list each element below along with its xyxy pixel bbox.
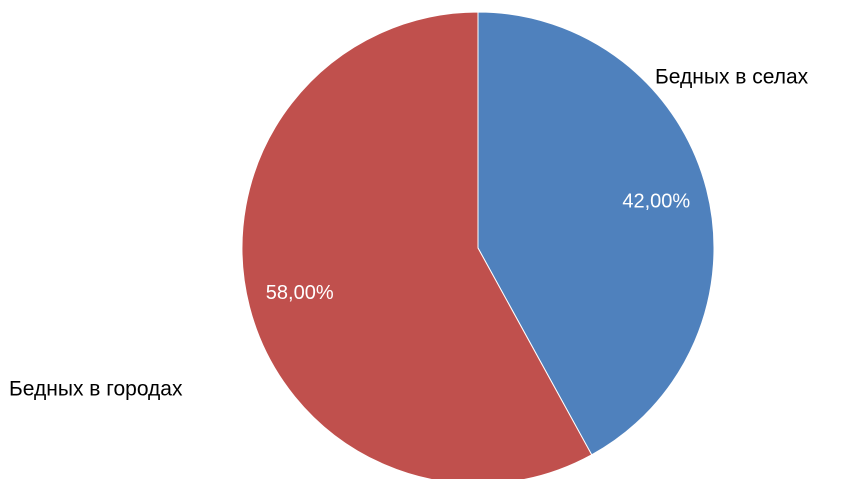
pie-category-labels: Бедных в селах Бедных в городах [9,66,809,401]
pie-slice-0 [477,11,715,456]
pie-data-label-1: 58,00% [266,282,334,304]
pie-category-label-1: Бедных в городах [9,378,183,401]
pie-category-label-0: Бедных в селах [655,66,809,89]
pie-data-labels: 42,00% 58,00% [266,191,691,305]
pie-slice-1 [241,11,593,479]
pie-data-label-0: 42,00% [622,191,690,213]
pie-slices [241,11,715,479]
